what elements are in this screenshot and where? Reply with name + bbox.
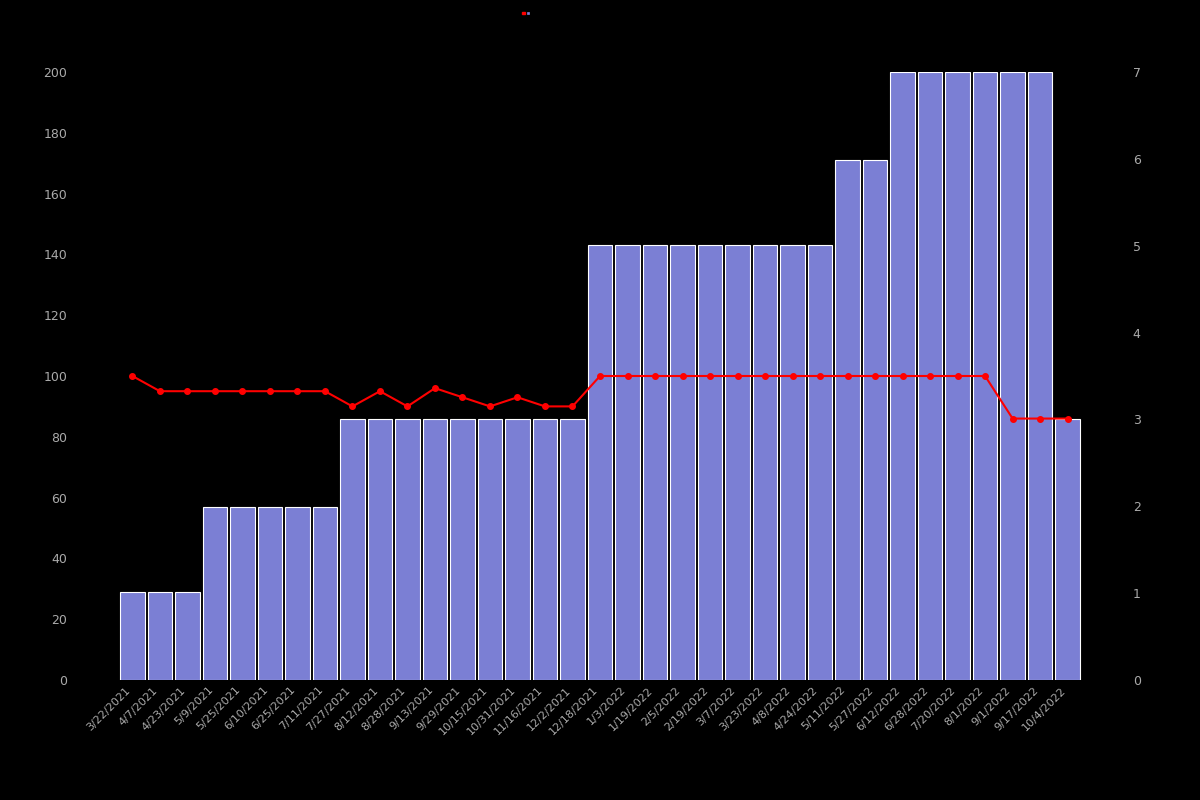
Bar: [230, 506, 254, 680]
Bar: [946, 72, 970, 680]
Bar: [616, 246, 640, 680]
Bar: [120, 592, 145, 680]
Bar: [808, 246, 833, 680]
Bar: [560, 418, 584, 680]
Bar: [148, 592, 173, 680]
Bar: [203, 506, 227, 680]
Bar: [890, 72, 914, 680]
Bar: [835, 160, 860, 680]
Legend: , : ,: [522, 12, 530, 14]
Bar: [752, 246, 778, 680]
Bar: [505, 418, 530, 680]
Bar: [588, 246, 612, 680]
Bar: [1055, 418, 1080, 680]
Bar: [918, 72, 942, 680]
Bar: [1027, 72, 1052, 680]
Bar: [780, 246, 805, 680]
Bar: [175, 592, 199, 680]
Bar: [395, 418, 420, 680]
Bar: [312, 506, 337, 680]
Bar: [643, 246, 667, 680]
Bar: [670, 246, 695, 680]
Bar: [367, 418, 392, 680]
Bar: [725, 246, 750, 680]
Bar: [1001, 72, 1025, 680]
Bar: [697, 246, 722, 680]
Bar: [286, 506, 310, 680]
Bar: [863, 160, 888, 680]
Bar: [533, 418, 557, 680]
Bar: [973, 72, 997, 680]
Bar: [478, 418, 503, 680]
Bar: [422, 418, 448, 680]
Bar: [258, 506, 282, 680]
Bar: [450, 418, 475, 680]
Bar: [340, 418, 365, 680]
